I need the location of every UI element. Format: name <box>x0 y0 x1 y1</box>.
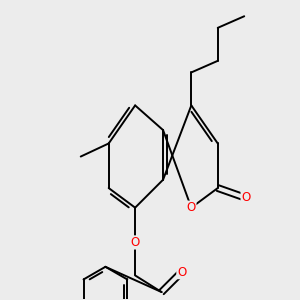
Text: O: O <box>177 266 186 279</box>
Text: O: O <box>130 236 140 249</box>
Text: O: O <box>241 191 250 204</box>
Text: O: O <box>187 201 196 214</box>
